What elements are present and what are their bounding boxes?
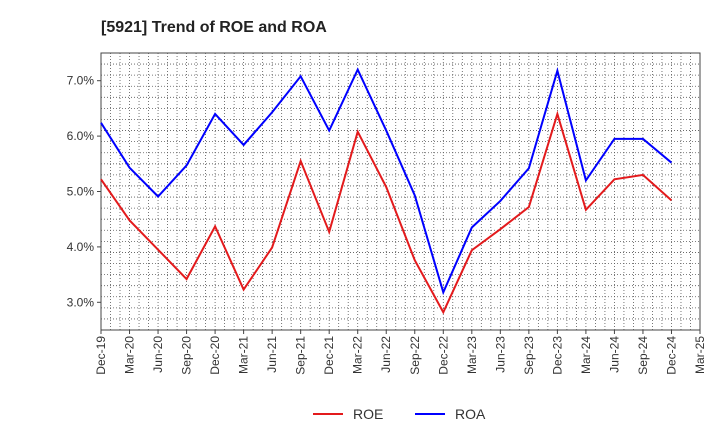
y-tick-label: 3.0% [67, 295, 95, 309]
x-tick-label: Sep-22 [408, 336, 422, 375]
x-tick-label: Mar-20 [123, 336, 137, 374]
legend-label-roe: ROE [353, 406, 383, 422]
y-tick-label: 6.0% [67, 129, 95, 143]
x-tick-label: Dec-24 [664, 336, 678, 375]
x-tick-label: Sep-21 [294, 336, 308, 375]
series-line-roe [100, 110, 673, 315]
series-line-roa [100, 66, 673, 296]
series-lines [100, 66, 673, 315]
y-tick-label: 7.0% [67, 74, 95, 88]
y-axis-ticks: 3.0% 4.0% 5.0% 6.0% 7.0% [67, 74, 101, 309]
x-tick-label: Jun-23 [493, 336, 507, 373]
x-tick-label: Dec-22 [436, 336, 450, 375]
x-tick-label: Dec-20 [208, 336, 222, 375]
y-tick-label: 4.0% [67, 240, 95, 254]
x-tick-label: Mar-23 [465, 336, 479, 374]
x-axis-ticks: Dec-19 Mar-20 Jun-20 Sep-20 Dec-20 Mar-21 Jun-… [94, 330, 707, 375]
x-tick-label: Mar-22 [351, 336, 365, 374]
legend: ROE ROA [313, 406, 486, 422]
x-tick-label: Dec-21 [322, 336, 336, 375]
plot-area [100, 52, 701, 331]
x-tick-label: Sep-23 [522, 336, 536, 375]
x-tick-label: Mar-25 [693, 336, 707, 374]
chart-title: [5921] Trend of ROE and ROA [101, 19, 327, 36]
x-tick-label: Dec-23 [550, 336, 564, 375]
x-tick-label: Jun-22 [379, 336, 393, 373]
x-tick-label: Sep-24 [636, 336, 650, 375]
legend-label-roa: ROA [455, 406, 486, 422]
x-tick-label: Dec-19 [94, 336, 108, 375]
x-tick-label: Jun-20 [151, 336, 165, 373]
x-tick-label: Jun-21 [265, 336, 279, 373]
x-tick-label: Jun-24 [607, 336, 621, 373]
x-tick-label: Sep-20 [180, 336, 194, 375]
y-tick-label: 5.0% [67, 185, 95, 199]
x-tick-label: Mar-21 [237, 336, 251, 374]
x-tick-label: Mar-24 [579, 336, 593, 374]
